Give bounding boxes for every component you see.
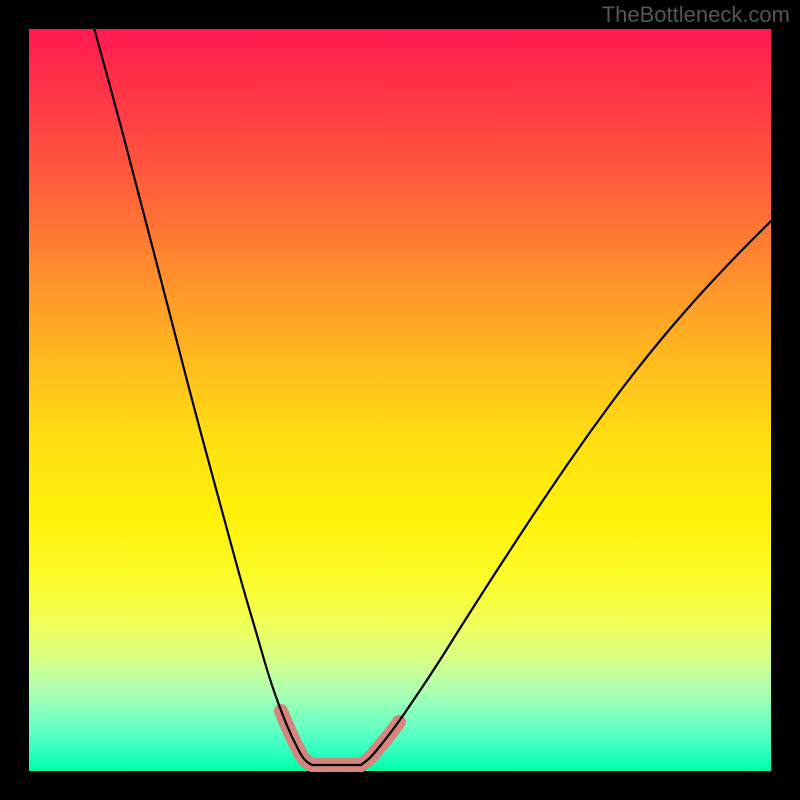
plot-area <box>29 29 771 771</box>
curve-layer <box>29 29 771 771</box>
left-curve-highlight <box>281 711 312 765</box>
left-curve <box>91 17 312 765</box>
right-curve <box>361 221 771 765</box>
watermark-text: TheBottleneck.com <box>602 2 790 28</box>
